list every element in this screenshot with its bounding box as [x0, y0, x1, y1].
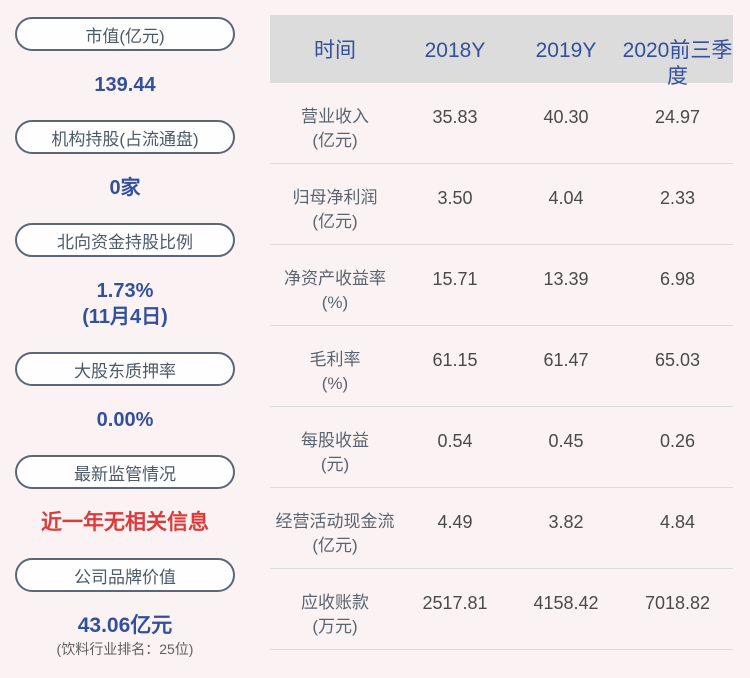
column-header-2018y: 2018Y [424, 39, 486, 62]
cell-value: 35.83 [432, 107, 478, 127]
row-label: 归母净利润 (亿元) [270, 164, 400, 244]
metrics-sidebar: 市值(亿元) 139.44 机构持股(占流通盘) 0家 北向资金持股比例 1.7… [15, 0, 235, 659]
cell-value: 61.15 [432, 350, 478, 370]
column-header-2019y: 2019Y [535, 39, 597, 62]
row-unit-text: (%) [321, 293, 349, 312]
row-label-text: 营业收入 [301, 107, 369, 126]
northbound-ratio-date: (11月4日) [82, 306, 168, 328]
row-label: 毛利率 (%) [270, 326, 400, 406]
row-unit-text: (亿元) [312, 131, 358, 150]
table-row-revenue: 营业收入 (亿元) 35.83 40.30 24.97 [270, 83, 733, 164]
brand-value-rank: (饮料行业排名：25位) [56, 641, 194, 657]
row-label-text: 归母净利润 [292, 188, 378, 207]
pill-brand-value-label: 公司品牌价值 [74, 567, 176, 587]
row-label-text: 毛利率 [309, 350, 361, 369]
cell-value: 0.54 [437, 431, 473, 451]
northbound-ratio-percent: 1.73% [96, 280, 154, 302]
pill-major-shareholder-pledge-label: 大股东质押率 [74, 361, 176, 381]
table-row-eps: 每股收益 (元) 0.54 0.45 0.26 [270, 407, 733, 488]
cell-value: 3.50 [437, 188, 473, 208]
financials-table: 时间 2018Y 2019Y 2020前三季度 营业收入 (亿元) 35.83 4… [270, 15, 733, 650]
row-unit-text: (亿元) [312, 212, 358, 231]
cell-value: 4.04 [548, 188, 584, 208]
table-row-gross-margin: 毛利率 (%) 61.15 61.47 65.03 [270, 326, 733, 407]
cell-value: 2517.81 [422, 593, 488, 613]
row-unit-text: (元) [320, 455, 350, 474]
table-row-net-profit: 归母净利润 (亿元) 3.50 4.04 2.33 [270, 164, 733, 245]
pill-latest-regulation-label: 最新监管情况 [74, 464, 176, 484]
row-unit-text: (万元) [312, 617, 358, 636]
row-label-text: 经营活动现金流 [275, 512, 395, 531]
market-cap-value: 139.44 [94, 74, 156, 96]
row-label: 营业收入 (亿元) [270, 83, 400, 163]
row-label-text: 应收账款 [301, 593, 369, 612]
northbound-ratio-value: 1.73% (11月4日) [15, 278, 235, 330]
cell-value: 13.39 [543, 269, 589, 289]
cell-value: 24.97 [654, 107, 701, 127]
pill-northbound-ratio-label: 北向资金持股比例 [57, 232, 193, 252]
pill-institutional-holdings-label: 机构持股(占流通盘) [51, 129, 199, 149]
pill-northbound-ratio[interactable]: 北向资金持股比例 [15, 223, 235, 257]
cell-value: 3.82 [548, 512, 584, 532]
pledge-rate-value: 0.00% [96, 409, 154, 431]
table-row-accounts-receivable: 应收账款 (万元) 2517.81 4158.42 7018.82 [270, 569, 733, 650]
row-label: 经营活动现金流 (亿元) [270, 488, 400, 568]
table-header-row: 时间 2018Y 2019Y 2020前三季度 [270, 15, 733, 88]
institutional-holdings-value: 0家 [109, 177, 141, 199]
row-label-text: 每股收益 [301, 431, 369, 450]
cell-value: 7018.82 [644, 593, 711, 613]
row-label: 净资产收益率 (%) [270, 245, 400, 325]
row-unit-text: (亿元) [312, 536, 358, 555]
pill-institutional-holdings[interactable]: 机构持股(占流通盘) [15, 120, 235, 154]
cell-value: 4158.42 [533, 593, 599, 613]
cell-value: 0.45 [548, 431, 584, 451]
table-row-roe: 净资产收益率 (%) 15.71 13.39 6.98 [270, 245, 733, 326]
cell-value: 61.47 [543, 350, 589, 370]
row-unit-text: (%) [321, 374, 349, 393]
cell-value: 0.26 [659, 431, 696, 451]
pill-latest-regulation[interactable]: 最新监管情况 [15, 455, 235, 489]
table-row-operating-cashflow: 经营活动现金流 (亿元) 4.49 3.82 4.84 [270, 488, 733, 569]
row-label: 应收账款 (万元) [270, 569, 400, 649]
pill-brand-value[interactable]: 公司品牌价值 [15, 558, 235, 592]
column-header-2020q3: 2020前三季度 [622, 39, 733, 88]
regulation-status-value: 近一年无相关信息 [41, 511, 209, 534]
cell-value: 4.49 [437, 512, 473, 532]
cell-value: 65.03 [654, 350, 701, 370]
pill-market-cap[interactable]: 市值(亿元) [15, 17, 235, 51]
column-header-time: 时间 [314, 39, 356, 62]
pill-major-shareholder-pledge[interactable]: 大股东质押率 [15, 352, 235, 386]
cell-value: 40.30 [543, 107, 589, 127]
cell-value: 6.98 [659, 269, 696, 289]
cell-value: 15.71 [432, 269, 478, 289]
row-label: 每股收益 (元) [270, 407, 400, 487]
cell-value: 4.84 [659, 512, 696, 532]
cell-value: 2.33 [659, 188, 696, 208]
pill-market-cap-label: 市值(亿元) [85, 26, 165, 46]
brand-value: 43.06亿元 [77, 614, 173, 637]
row-label-text: 净资产收益率 [284, 269, 386, 288]
